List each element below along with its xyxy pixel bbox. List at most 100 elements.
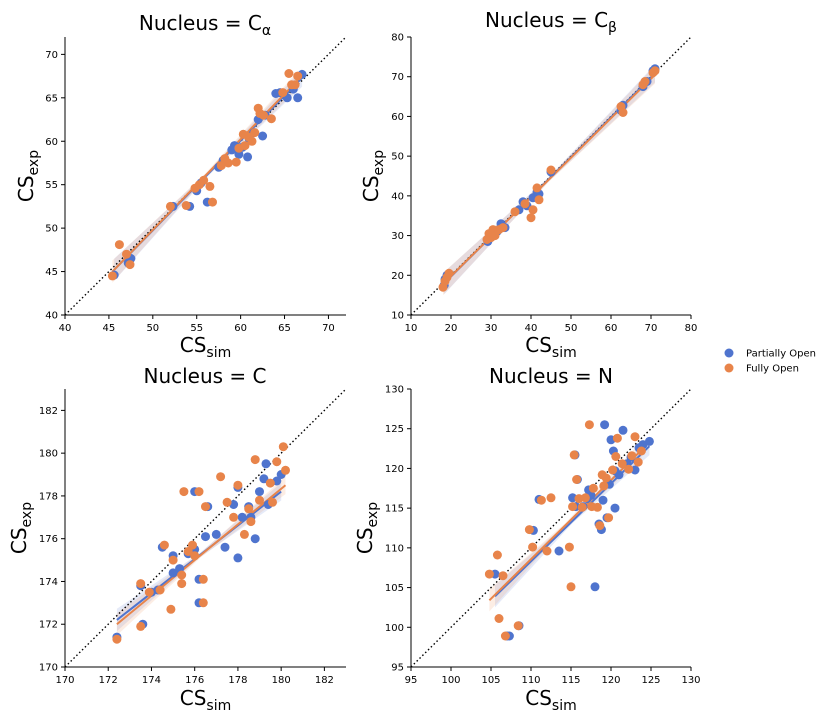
- y-tick-label: 95: [391, 663, 404, 674]
- x-tick-label: 45: [103, 323, 116, 334]
- data-point-s2-11: [208, 197, 217, 207]
- data-point-s2-19: [216, 472, 226, 482]
- y-tick-label: 125: [385, 424, 404, 435]
- data-point-s2-25: [266, 114, 276, 124]
- regression-line-2: [116, 484, 287, 626]
- data-point-s2-19: [580, 493, 590, 503]
- y-axis-label: CSexp: [359, 150, 387, 202]
- x-tick-label: 172: [99, 675, 118, 686]
- y-tick-label: 55: [45, 180, 58, 191]
- data-point-s2-29: [290, 80, 300, 90]
- chart-panel-4: 95 100 105 110 115 120 125 130 95 100 105 110 115 120…: [353, 364, 701, 714]
- legend-label-fully-open: Fully Open: [746, 364, 799, 375]
- x-axis-label: CSsim: [180, 686, 232, 714]
- y-tick-label: 176: [39, 534, 58, 545]
- y-tick-label: 80: [391, 33, 404, 44]
- data-point-s1-28: [261, 459, 271, 469]
- y-tick-label: 182: [39, 406, 58, 417]
- x-axis-label: CSsim: [525, 333, 577, 361]
- data-point-s2-2: [136, 621, 146, 631]
- data-point-s2-6: [513, 621, 523, 631]
- y-tick-label: 105: [385, 583, 404, 594]
- data-point-s2-1: [484, 569, 494, 579]
- data-point-s2-34: [627, 451, 637, 461]
- data-point-s2-12: [510, 207, 520, 217]
- data-point-s2-7: [166, 604, 176, 614]
- y-tick-label: 120: [385, 464, 404, 475]
- data-point-s2-31: [612, 433, 622, 443]
- y-tick-label: 45: [45, 267, 58, 278]
- data-point-s2-2: [492, 550, 502, 560]
- data-point-s2-23: [239, 529, 249, 539]
- data-point-s2-20: [247, 136, 257, 146]
- data-point-s2-6: [159, 540, 169, 550]
- data-point-s2-21: [229, 512, 239, 522]
- y-tick-label: 20: [391, 271, 404, 282]
- legend: Partially Open Fully Open: [724, 348, 816, 375]
- data-point-s2-15: [528, 205, 538, 215]
- x-tick-label: 10: [405, 323, 418, 334]
- y-tick-label: 115: [385, 504, 404, 515]
- data-point-s2-12: [216, 161, 226, 171]
- data-point-s2-30: [611, 452, 621, 461]
- x-tick-label: 65: [278, 323, 291, 334]
- y-tick-label: 178: [39, 491, 58, 502]
- x-tick-label: 95: [405, 675, 418, 686]
- data-point-s2-1: [112, 634, 122, 644]
- data-point-s1-16: [590, 582, 600, 592]
- panel-title: Nucleus = Cβ: [485, 8, 617, 36]
- data-point-s2-5: [500, 631, 510, 641]
- x-axis-label: CSsim: [180, 333, 232, 361]
- x-tick-label: 178: [228, 675, 247, 686]
- x-tick-label: 70: [645, 323, 658, 334]
- y-tick-label: 60: [391, 112, 404, 123]
- data-point-s2-13: [566, 582, 576, 592]
- data-point-s2-13: [188, 540, 197, 550]
- data-point-s2-32: [617, 459, 627, 469]
- data-point-s1-25: [250, 534, 260, 544]
- chart-panel-1: 40 45 50 55 60 65 70 40 45 50 55 60 65 70 Nucleus = Cα…: [14, 11, 347, 361]
- data-point-s2-2: [114, 240, 124, 250]
- x-tick-label: 120: [601, 675, 620, 686]
- identity-line: [64, 388, 347, 668]
- x-tick-label: 180: [272, 675, 291, 686]
- chart-panel-3: 170 172 174 176 178 180 182 170 172 174 176 178 180 1…: [7, 364, 347, 714]
- y-tick-label: 40: [391, 191, 404, 202]
- panel-title: Nucleus = Cα: [139, 11, 271, 39]
- data-point-s2-13: [520, 199, 530, 209]
- data-point-s2-9: [177, 570, 187, 580]
- data-point-s1-21: [233, 553, 243, 563]
- data-point-s1-26: [255, 487, 264, 497]
- data-point-s2-27: [284, 69, 294, 78]
- data-point-s1-22: [237, 512, 247, 522]
- data-point-s2-3: [136, 579, 146, 589]
- data-point-s1-20: [600, 420, 610, 430]
- data-point-s2-17: [534, 195, 544, 205]
- y-tick-label: 40: [45, 311, 58, 322]
- data-point-s1-17: [211, 529, 221, 539]
- data-point-s2-30: [293, 71, 303, 81]
- y-tick-label: 172: [39, 620, 58, 631]
- data-point-s2-28: [604, 513, 614, 523]
- data-point-s2-36: [633, 457, 643, 467]
- regression-line-2: [111, 79, 299, 273]
- x-tick-label: 40: [525, 323, 538, 334]
- y-tick-label: 70: [45, 50, 58, 61]
- data-point-s2-11: [498, 223, 508, 233]
- data-point-s2-18: [546, 165, 556, 175]
- data-point-s2-24: [244, 504, 254, 514]
- data-point-s2-32: [281, 465, 290, 475]
- data-point-s2-25: [246, 517, 256, 527]
- data-point-s2-4: [125, 260, 135, 270]
- data-point-s2-6: [181, 201, 191, 210]
- x-axis-label: CSsim: [525, 686, 577, 714]
- data-point-s2-23: [592, 502, 602, 512]
- data-point-s2-5: [155, 585, 165, 595]
- data-point-s2-11: [179, 487, 189, 497]
- data-point-s2-30: [272, 457, 282, 467]
- data-point-s2-7: [524, 525, 534, 535]
- data-point-s2-24: [259, 110, 268, 120]
- panel-title: Nucleus = C: [143, 364, 266, 388]
- data-point-s2-26: [278, 88, 288, 98]
